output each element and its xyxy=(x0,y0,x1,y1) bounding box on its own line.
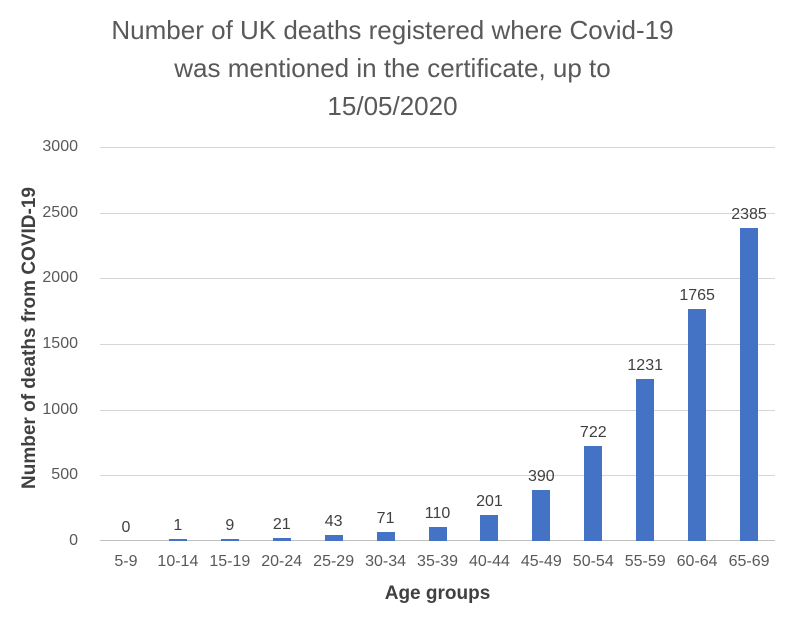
x-category-label: 35-39 xyxy=(417,553,458,570)
y-tick-label: 0 xyxy=(69,532,78,549)
plot-area: 0 1 9 21 43 71 110 201 390 722 1231 1765 2385 xyxy=(100,147,775,541)
gridline xyxy=(100,147,775,148)
y-tick-label: 2500 xyxy=(42,203,78,221)
bar-value-label: 0 xyxy=(121,519,131,536)
bar xyxy=(272,538,291,541)
bar-value-label: 71 xyxy=(376,509,395,527)
gridline xyxy=(100,278,775,280)
x-category-label: 10-14 xyxy=(157,553,199,570)
y-tick-label: 1500 xyxy=(42,335,78,352)
bar-value-label: 1 xyxy=(173,517,183,534)
y-axis-tick-labels: 0 500 1000 1500 2000 2500 3000 xyxy=(0,138,78,549)
x-category-label: 20-24 xyxy=(261,553,303,570)
x-category-label: 15-19 xyxy=(209,553,251,570)
y-tick-label: 2000 xyxy=(42,269,78,287)
bar-value-label: 43 xyxy=(324,513,343,531)
bar-value-label: 722 xyxy=(579,424,607,442)
bar xyxy=(740,227,759,541)
bar xyxy=(220,539,239,541)
x-axis-category-labels: 5-9 10-14 15-19 20-24 25-29 30-34 35-39 40-44 45… xyxy=(100,553,775,575)
chart-title-line-3: 15/05/2020 xyxy=(327,91,458,121)
bar xyxy=(168,539,187,541)
bar xyxy=(376,531,395,541)
bar xyxy=(532,489,551,541)
gridline xyxy=(100,212,775,214)
bar-value-label: 1765 xyxy=(679,287,715,305)
gridline xyxy=(100,344,775,345)
x-category-label: 50-54 xyxy=(572,553,614,570)
gridline xyxy=(100,475,775,477)
chart-title-line-1: Number of UK deaths registered where Cov… xyxy=(111,15,674,45)
bar xyxy=(636,379,655,541)
bar xyxy=(428,526,447,541)
bar-value-label: 110 xyxy=(424,504,451,522)
x-category-label: 5-9 xyxy=(114,553,138,570)
gridline xyxy=(100,409,775,411)
chart-title: Number of UK deaths registered where Cov… xyxy=(0,11,785,125)
y-tick-label: 3000 xyxy=(42,138,78,155)
x-category-label: 40-44 xyxy=(468,553,510,570)
x-axis-title: Age groups xyxy=(384,583,491,604)
x-category-label: 60-64 xyxy=(676,553,718,570)
bar-value-label: 2385 xyxy=(731,205,767,223)
x-category-label: 55-59 xyxy=(624,553,666,570)
bar xyxy=(324,535,343,541)
bar-value-label: 9 xyxy=(225,517,235,534)
bar-value-label: 201 xyxy=(476,492,503,510)
chart-title-line-2: was mentioned in the certificate, up to xyxy=(174,53,611,83)
x-category-label: 45-49 xyxy=(520,553,562,570)
bar-value-label: 21 xyxy=(272,516,291,534)
y-tick-label: 500 xyxy=(51,466,78,484)
bar-value-label: 390 xyxy=(527,467,555,485)
bar xyxy=(584,446,603,541)
bar xyxy=(688,309,707,541)
x-category-label: 30-34 xyxy=(365,553,407,570)
y-tick-label: 1000 xyxy=(42,400,78,418)
x-category-label: 25-29 xyxy=(313,553,355,570)
bar-value-label: 1231 xyxy=(627,357,663,375)
bar xyxy=(480,514,499,541)
x-category-label: 65-69 xyxy=(728,553,770,570)
